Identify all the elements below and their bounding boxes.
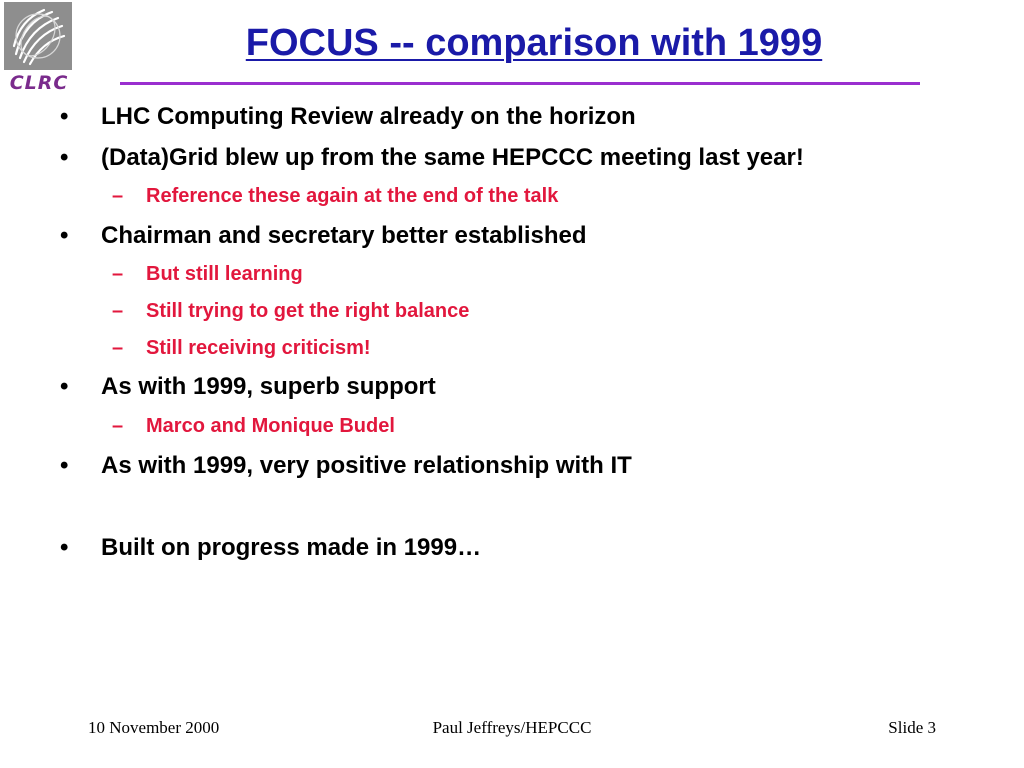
- bullet-marker: •: [60, 534, 69, 561]
- sub-bullet-text: Marco and Monique Budel: [146, 415, 395, 437]
- sub-bullet-text: Still trying to get the right balance: [146, 300, 470, 322]
- bullet-text: (Data)Grid blew up from the same HEPCCC …: [101, 144, 804, 171]
- sub-bullet-marker: –: [112, 263, 124, 285]
- footer-date: 10 November 2000: [88, 718, 220, 737]
- sub-bullet-marker: –: [112, 300, 124, 322]
- footer-author: Paul Jeffreys/HEPCCC: [432, 718, 592, 737]
- bullet-marker: •: [60, 452, 69, 479]
- bullet-marker: •: [60, 222, 69, 249]
- sub-bullet-marker: –: [112, 185, 124, 207]
- clrc-logo: CLRC: [2, 2, 74, 94]
- footer-slide-number: Slide 3: [888, 718, 936, 737]
- bullet-text: LHC Computing Review already on the hori…: [101, 103, 636, 130]
- bullet-text: Chairman and secretary better establishe…: [101, 222, 587, 249]
- clrc-wordmark: CLRC: [9, 72, 69, 94]
- title-divider: [120, 82, 920, 85]
- sub-bullet-text: Reference these again at the end of the …: [146, 185, 559, 207]
- clrc-logo-icon: [4, 2, 72, 70]
- slide-title: FOCUS -- comparison with 1999: [245, 22, 823, 64]
- bullet-marker: •: [60, 373, 69, 400]
- bullet-marker: •: [60, 103, 69, 130]
- bullet-text: As with 1999, very positive relationship…: [101, 452, 632, 479]
- sub-bullet-text: Still receiving criticism!: [146, 337, 371, 359]
- sub-bullet-marker: –: [112, 415, 124, 437]
- sub-bullet-marker: –: [112, 337, 124, 359]
- bullet-text: As with 1999, superb support: [101, 373, 436, 400]
- sub-bullet-text: But still learning: [146, 263, 303, 285]
- slide-body: • LHC Computing Review already on the ho…: [60, 103, 804, 561]
- bullet-text: Built on progress made in 1999…: [101, 534, 482, 561]
- bullet-marker: •: [60, 144, 69, 171]
